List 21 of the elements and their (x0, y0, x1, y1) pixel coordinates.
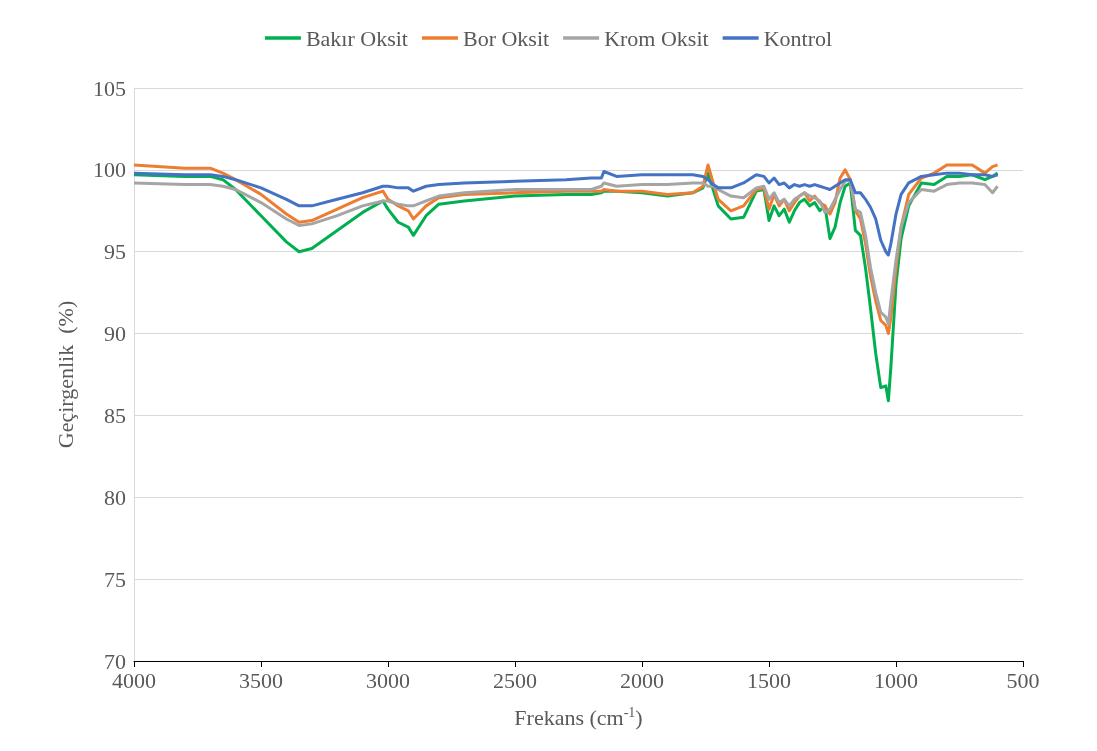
y-tick-label: 95 (104, 239, 126, 265)
x-tick-label: 2000 (620, 667, 664, 693)
y-tick-label: 100 (93, 157, 126, 183)
legend-label: Bor Oksit (462, 25, 550, 51)
legend-label: Kontrol (763, 25, 833, 51)
y-tick-label: 85 (104, 402, 126, 428)
legend-label: Bakır Oksit (305, 25, 408, 51)
y-tick-label: 80 (104, 484, 126, 510)
x-tick-label: 500 (1006, 667, 1040, 693)
y-tick-label: 90 (104, 321, 126, 347)
y-axis-title: Geçirgenlik (%) (52, 300, 78, 449)
legend-label: Krom Oksit (604, 25, 709, 51)
y-tick-label: 70 (104, 648, 126, 674)
line-series (132, 169, 1000, 257)
x-tick-label: 1000 (874, 667, 918, 693)
x-tick-label: 3000 (366, 667, 410, 693)
x-tick-label: 3500 (239, 667, 283, 693)
x-tick-label: 2500 (493, 667, 537, 693)
x-tick-label: 1500 (747, 667, 791, 693)
y-tick-label: 75 (104, 566, 126, 592)
y-tick-label: 105 (93, 75, 126, 101)
